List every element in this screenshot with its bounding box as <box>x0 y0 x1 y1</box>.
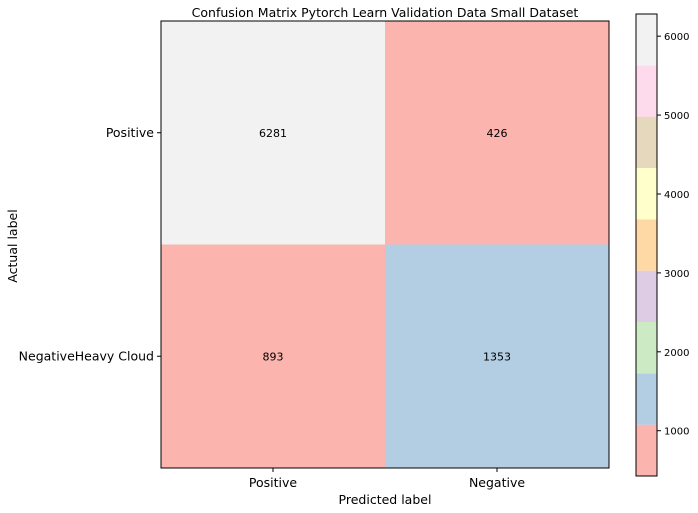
heatmap-cell <box>385 21 609 245</box>
colorbar-tick-label: 6000 <box>664 32 689 43</box>
chart-title: Confusion Matrix Pytorch Learn Validatio… <box>192 5 579 20</box>
y-tick-label: NegativeHeavy Cloud <box>19 348 154 363</box>
colorbar-frame <box>635 13 658 477</box>
heatmap-value-label: 6281 <box>259 127 287 140</box>
x-tick-label: Positive <box>249 475 297 490</box>
heatmap-cell <box>161 244 385 468</box>
colorbar-band <box>636 373 657 425</box>
colorbar-band <box>636 65 657 117</box>
colorbar-band <box>636 270 657 322</box>
y-axis-label: Actual label <box>5 209 20 282</box>
heatmap-value-label: 893 <box>263 350 284 363</box>
heatmap-cell <box>161 21 385 245</box>
x-axis-ticks: Positive Negative <box>249 468 525 490</box>
colorbar-band <box>636 424 657 476</box>
colorbar-band <box>636 219 657 271</box>
colorbar-tick-label: 2000 <box>664 348 689 359</box>
x-axis-label: Predicted label <box>339 492 432 507</box>
colorbar-band <box>636 322 657 374</box>
heatmap-cell <box>385 244 609 468</box>
heatmap-value-label: 1353 <box>483 350 511 363</box>
heatmap-cells <box>161 21 609 468</box>
colorbar-band <box>636 14 657 66</box>
heatmap-value-label: 426 <box>487 127 508 140</box>
colorbar-tick-label: 5000 <box>664 111 689 122</box>
colorbar-tick-label: 1000 <box>664 427 689 438</box>
colorbar-band <box>636 168 657 220</box>
y-axis-ticks: Positive NegativeHeavy Cloud <box>19 125 161 363</box>
colorbar-band <box>636 116 657 168</box>
x-tick-label: Negative <box>469 475 525 490</box>
colorbar-tick-label: 4000 <box>664 190 689 201</box>
colorbar: 1000 2000 3000 4000 5000 6000 <box>635 13 689 477</box>
heatmap-value-labels: 6281 426 893 1353 <box>259 127 511 364</box>
y-tick-label: Positive <box>106 125 154 140</box>
plot-frame <box>160 20 610 469</box>
colorbar-tick-label: 3000 <box>664 269 689 280</box>
